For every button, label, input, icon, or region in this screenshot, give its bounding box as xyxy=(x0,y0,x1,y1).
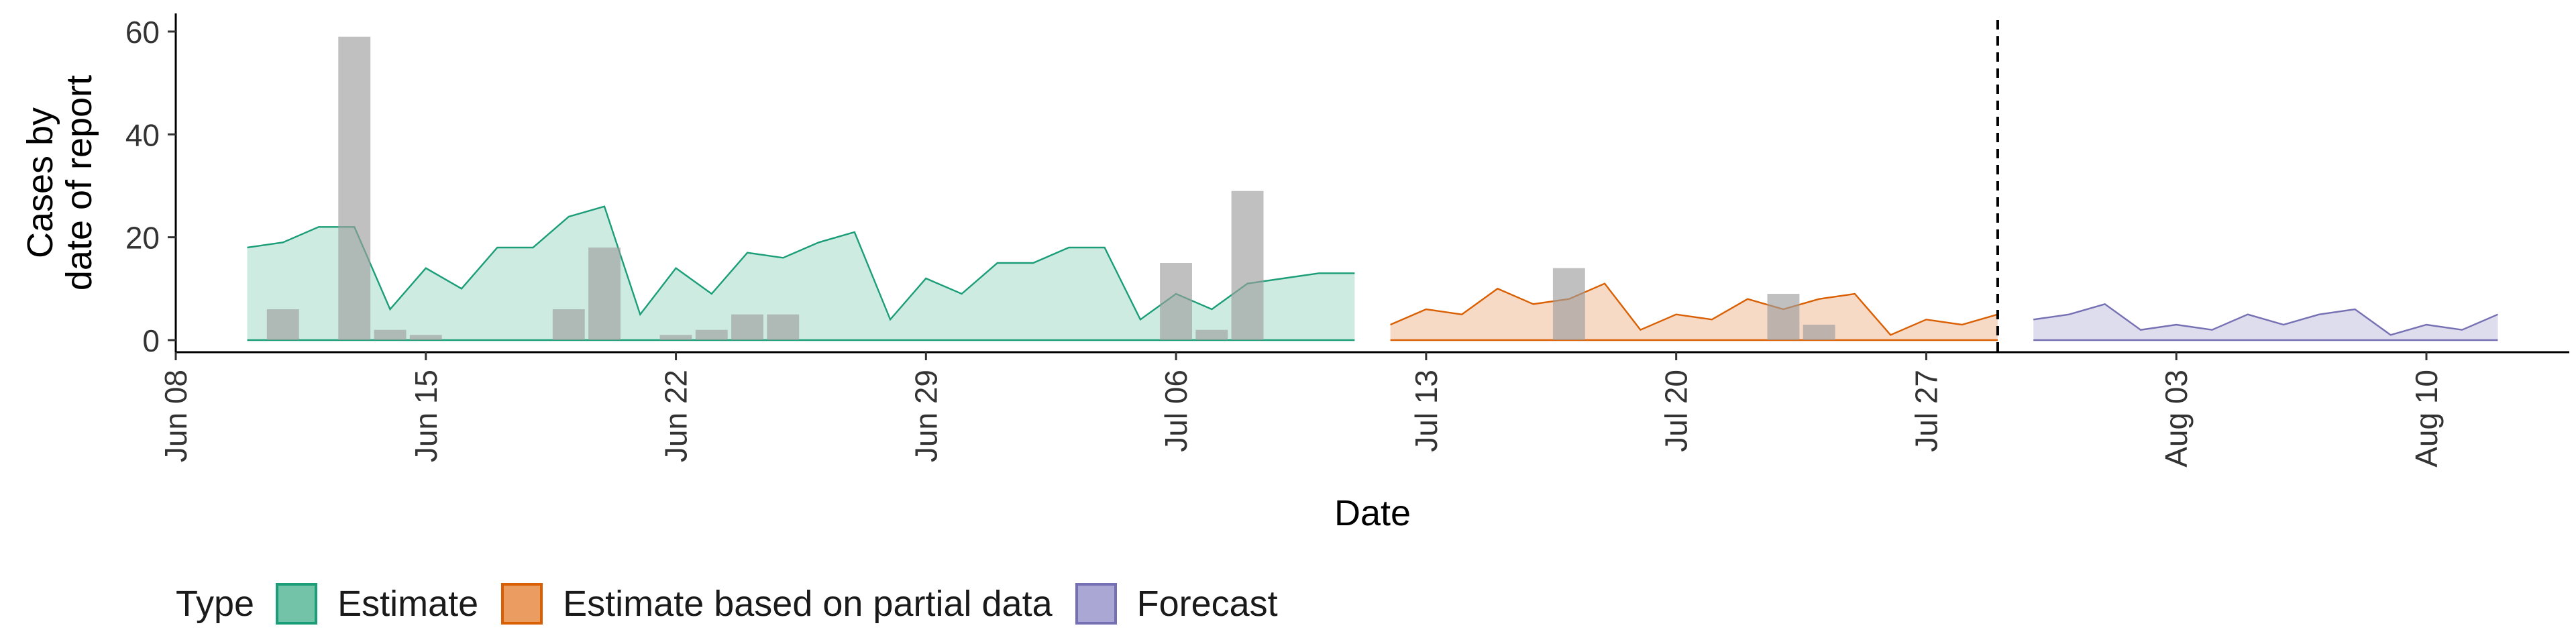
bar xyxy=(266,309,299,340)
y-axis-title-line: Cases by xyxy=(20,107,60,258)
bar xyxy=(1767,294,1800,340)
bar xyxy=(588,248,621,340)
legend-label-forecast: Forecast xyxy=(1136,584,1278,624)
legend-swatch-estimate xyxy=(276,583,318,625)
bar xyxy=(731,314,763,340)
bar xyxy=(1231,191,1264,340)
legend-swatch-forecast xyxy=(1075,583,1117,625)
x-tick-label: Aug 03 xyxy=(2159,370,2194,468)
x-tick-label: Aug 10 xyxy=(2409,370,2444,468)
axes-layer: 0 20 40 60 Jun 08 Jun 15 Jun 22 Jun 29 Jul 06 Jul… xyxy=(20,13,2569,533)
y-tick-label: 0 xyxy=(142,323,160,358)
bar xyxy=(338,36,371,340)
bar xyxy=(1160,263,1192,340)
legend-label-estimate: Estimate xyxy=(337,584,479,624)
bar xyxy=(659,335,692,340)
x-tick-label: Jul 13 xyxy=(1409,370,1444,452)
y-axis-title-line: date of report xyxy=(59,75,99,290)
x-tick-label: Jul 27 xyxy=(1909,370,1943,452)
legend-title: Type xyxy=(176,584,255,624)
bar xyxy=(1552,268,1585,340)
area-2 xyxy=(2033,304,2498,340)
area-layer xyxy=(247,205,2498,341)
bar xyxy=(409,335,442,340)
legend: Type Estimate Estimate based on partial … xyxy=(176,574,1301,634)
bar xyxy=(374,329,407,340)
y-tick-label: 40 xyxy=(125,117,160,152)
y-tick-label: 20 xyxy=(125,221,160,256)
area-line-1 xyxy=(1390,282,1998,336)
bar xyxy=(695,329,728,340)
legend-item-partial: Estimate based on partial data xyxy=(501,583,1053,625)
bar xyxy=(1803,325,1835,340)
chart: 0 20 40 60 Jun 08 Jun 15 Jun 22 Jun 29 Jul 06 Jul… xyxy=(20,13,2569,533)
x-tick-label: Jun 08 xyxy=(158,370,193,462)
area-line-2 xyxy=(2033,303,2498,336)
bar xyxy=(767,314,800,340)
y-tick-label: 60 xyxy=(125,15,160,50)
legend-swatch-partial xyxy=(501,583,543,625)
x-axis-title: Date xyxy=(1334,493,1411,533)
x-tick-label: Jul 06 xyxy=(1159,370,1193,452)
legend-item-estimate: Estimate xyxy=(276,583,478,625)
x-tick-label: Jul 20 xyxy=(1659,370,1694,452)
area-1 xyxy=(1390,283,1998,340)
bar xyxy=(552,309,585,340)
x-tick-label: Jun 29 xyxy=(908,370,943,462)
area-0 xyxy=(247,206,1355,340)
bars-layer xyxy=(266,36,1835,340)
legend-label-partial: Estimate based on partial data xyxy=(563,584,1053,624)
x-tick-label: Jun 22 xyxy=(659,370,694,462)
legend-item-forecast: Forecast xyxy=(1075,583,1278,625)
x-tick-label: Jun 15 xyxy=(409,370,443,462)
bar xyxy=(1195,329,1228,340)
